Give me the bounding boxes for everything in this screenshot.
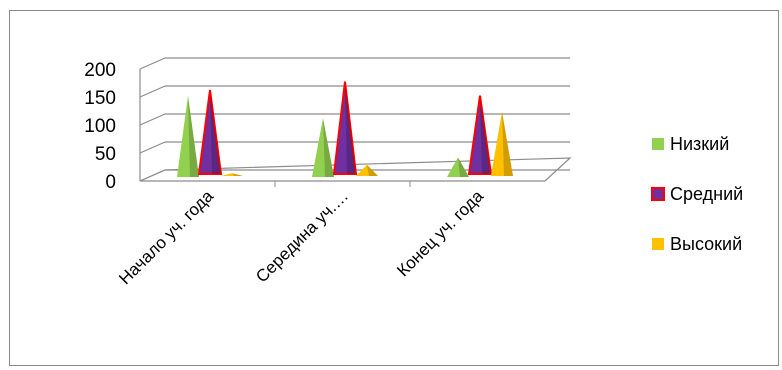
legend: Низкий Средний Высокий <box>651 134 743 254</box>
cone-Средний-1 <box>332 81 358 175</box>
gridline-side <box>139 113 166 126</box>
y-tick-label: 100 <box>84 116 116 137</box>
cone-Высокий-2 <box>491 111 513 176</box>
cone-Высокий-1 <box>356 164 378 176</box>
cone-Низкий-0 <box>177 95 199 177</box>
chart-frame <box>9 10 779 366</box>
y-tick-label: 0 <box>105 172 116 193</box>
gridline-side <box>139 57 166 70</box>
category-label: Начало уч. года <box>115 186 217 288</box>
cone-shade <box>458 157 469 177</box>
category-label: Середина уч.… <box>252 186 352 286</box>
legend-swatch <box>652 238 664 250</box>
chart-floor <box>139 157 572 187</box>
legend-swatch <box>651 187 665 201</box>
gridline-side <box>139 141 166 154</box>
y-tick-label: 200 <box>84 60 116 81</box>
y-axis-ticks: 0 50 100 150 200 <box>84 60 116 193</box>
cone-shade <box>210 90 221 174</box>
legend-label: Высокий <box>670 234 742 254</box>
cone-Высокий-0 <box>221 173 243 176</box>
cone-shade <box>502 111 513 176</box>
cone-Средний-2 <box>467 95 493 175</box>
cone-Низкий-1 <box>312 118 334 177</box>
category-label: Конец уч. года <box>393 186 487 280</box>
cone-shade <box>232 173 243 176</box>
cone-shade <box>367 164 378 176</box>
legend-label: Низкий <box>670 134 729 154</box>
cone-shade <box>323 118 334 177</box>
cone-Низкий-2 <box>447 157 469 177</box>
cone-shade <box>188 95 199 177</box>
cone-shade <box>480 95 491 174</box>
cone-Средний-0 <box>197 89 223 175</box>
category-labels: Начало уч. года Середина уч.… Конец уч. го… <box>115 186 487 288</box>
cone-shade <box>345 81 356 174</box>
legend-swatch <box>652 138 664 150</box>
chart-marks <box>177 81 513 177</box>
gridline-side <box>139 85 166 98</box>
y-tick-label: 50 <box>95 144 116 165</box>
legend-label: Средний <box>670 184 743 204</box>
y-tick-label: 150 <box>84 88 116 109</box>
